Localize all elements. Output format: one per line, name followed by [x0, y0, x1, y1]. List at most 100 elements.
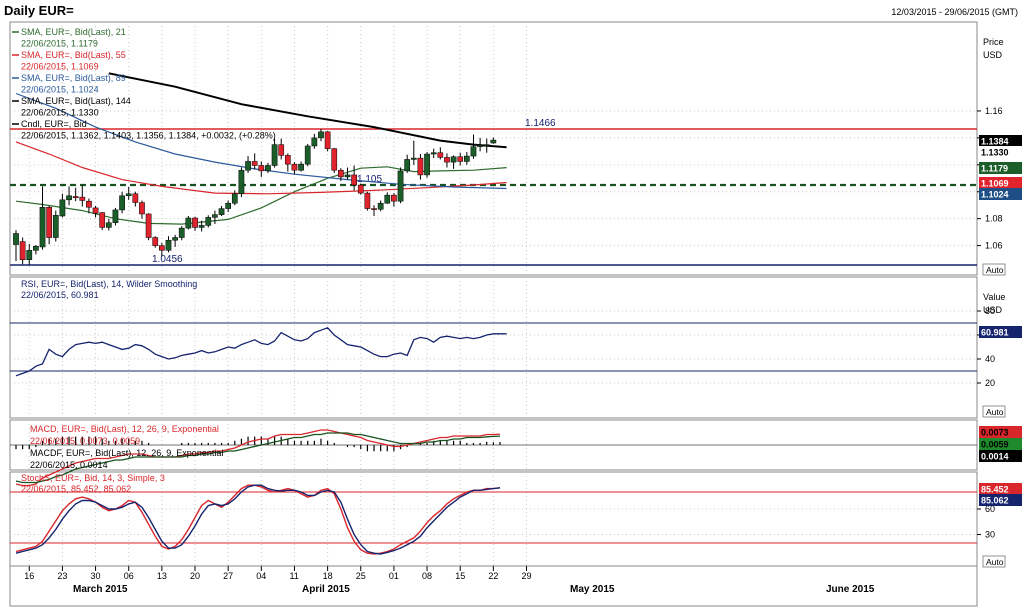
sma21-value-label-box [979, 162, 1022, 174]
title-bar: Daily EUR= 12/03/2015 - 29/06/2015 (GMT) [0, 0, 1024, 22]
macdf-value-label: 0.0014 [981, 452, 1009, 462]
x-day-label: 22 [488, 571, 498, 581]
candle-body [298, 163, 304, 171]
candle-body [424, 153, 430, 176]
rsi-tick-label: 40 [985, 354, 995, 364]
sma89-value-label: 1.1024 [981, 190, 1009, 200]
x-month-label: April 2015 [302, 584, 350, 595]
candle-body [404, 159, 411, 172]
candle-body [152, 237, 159, 246]
candle-body [311, 137, 318, 147]
price-legend-label: SMA, EUR=, Bid(Last), 144 [21, 96, 131, 106]
price-legend-label: SMA, EUR=, Bid(Last), 55 [21, 50, 126, 60]
candle-body [112, 209, 119, 223]
stoch-legend-value: 22/06/2015, 85.452, 85.062 [21, 484, 131, 494]
x-day-label: 08 [422, 571, 432, 581]
candle-body [212, 214, 218, 218]
stoch-k-value-label-box [979, 483, 1022, 495]
candle-body [251, 161, 258, 166]
candle-body [344, 174, 351, 178]
macd-signal-line [15, 432, 501, 484]
candle-body [291, 163, 298, 171]
candle-body [172, 237, 178, 241]
x-day-label: 01 [389, 571, 399, 581]
rsi-auto-toggle: Auto [986, 407, 1004, 417]
candle-body [79, 196, 86, 201]
x-day-label: 18 [323, 571, 333, 581]
rsi-value-label-box [979, 326, 1022, 338]
macdf-legend-label: MACDF, EUR=, Bid(Last), 12, 26, 9, Expon… [30, 448, 223, 458]
candle-body [185, 217, 192, 229]
candle-body [52, 215, 59, 238]
candle-body [66, 195, 72, 201]
candle-body [265, 165, 271, 172]
candle-body [490, 139, 497, 144]
candle-body [59, 199, 66, 217]
candle-body [271, 144, 278, 166]
candle-body [92, 207, 99, 214]
sma21-value-label: 1.1179 [981, 164, 1008, 174]
legends: SMA, EUR=, Bid(Last), 21 22/06/2015, 1.11… [12, 27, 276, 494]
x-day-label: 23 [57, 571, 67, 581]
x-month-label: March 2015 [73, 584, 128, 595]
macdf-value-label-box [979, 450, 1022, 462]
candle-body [457, 156, 464, 162]
macd-signal-value-label: 0.0059 [981, 440, 1009, 450]
candle-body [26, 250, 33, 260]
sma55-value-label-box [979, 177, 1022, 189]
panel-frame-1 [9, 21, 978, 276]
candle-body [338, 169, 344, 178]
x-day-label: 06 [124, 571, 134, 581]
sma55-value-label: 1.1069 [981, 179, 1009, 189]
price-legend-label: Cndl, EUR=, Bid [21, 119, 87, 129]
candle-body [318, 131, 324, 139]
candle-body [410, 157, 417, 160]
candle-body [397, 170, 404, 202]
rsi-series [10, 322, 977, 377]
stoch-legend-label: StochS, EUR=, Bid, 14, 3, Simple, 3 [21, 473, 165, 483]
candle-body [46, 206, 52, 238]
candle-body [357, 184, 364, 194]
candle-body [178, 227, 185, 238]
candle-body [99, 212, 106, 228]
price-axis-unit: USD [983, 50, 1003, 60]
stoch-d-value-label: 85.062 [981, 496, 1009, 506]
candle-body [437, 152, 444, 158]
stoch-auto-toggle: Auto [986, 557, 1004, 567]
candle-body [463, 155, 470, 162]
candle-body [245, 161, 251, 171]
stoch-auto-toggle-box [982, 555, 1006, 568]
candle-body [105, 222, 112, 228]
candle-body [192, 217, 198, 228]
candle-body [444, 157, 450, 163]
candle-body [477, 145, 483, 147]
candle-body [218, 208, 225, 215]
price-last-label: 1.1384 [981, 137, 1009, 147]
candle-body [13, 233, 19, 245]
x-day-label: 27 [223, 571, 233, 581]
candle-body [145, 213, 152, 238]
candle-body [198, 225, 205, 228]
candle-body [231, 193, 238, 204]
price-legend-value: 22/06/2015, 1.1069 [21, 62, 99, 72]
sma144-value-label: 1.1330 [981, 148, 1009, 158]
date-range: 12/03/2015 - 29/06/2015 (GMT) [891, 7, 1018, 17]
candle-body [132, 193, 139, 203]
candle-body [430, 152, 437, 155]
candle-body [450, 156, 457, 163]
price-axis-title: Price [983, 37, 1004, 47]
price-tick-label: 1.06 [985, 241, 1003, 251]
price-tick-label: 1.08 [985, 214, 1003, 224]
candle-body [33, 246, 39, 251]
rsi-value-label: 60.981 [981, 328, 1009, 338]
x-day-label: 13 [157, 571, 167, 581]
candle-body [377, 202, 384, 210]
candle-body [86, 200, 92, 208]
x-day-label: 25 [356, 571, 366, 581]
candle-body [225, 202, 232, 209]
stoch-series [10, 484, 977, 555]
sma-line [108, 72, 507, 149]
stoch-tick-label: 60 [985, 504, 995, 514]
rsi-tick-label: 80 [985, 306, 995, 316]
